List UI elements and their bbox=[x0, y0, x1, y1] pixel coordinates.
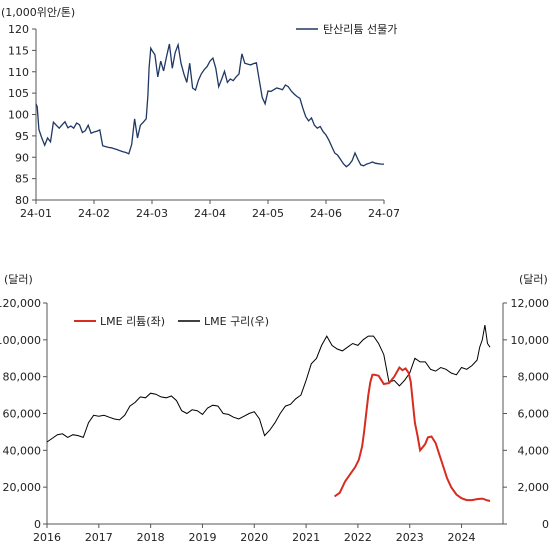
series-line-lithium-futures bbox=[35, 42, 384, 168]
x-tick-label: 24-01 bbox=[20, 207, 52, 220]
right-tick-label: 4,000 bbox=[518, 444, 550, 457]
x-tick-label: 2021 bbox=[292, 531, 320, 544]
series-line-lme-lithium bbox=[334, 365, 491, 502]
left-tick-label: 20,000 bbox=[3, 481, 42, 494]
x-tick-label: 2018 bbox=[137, 531, 165, 544]
legend-label-lithium: LME 리튬(좌) bbox=[100, 315, 165, 328]
y-tick-label: 90 bbox=[15, 151, 29, 164]
x-tick-label: 24-04 bbox=[194, 207, 226, 220]
y-tick-label: 105 bbox=[8, 87, 29, 100]
series-line-lme-copper bbox=[46, 325, 491, 443]
left-unit-label: (달러) bbox=[4, 273, 33, 286]
left-tick-label: 100,000 bbox=[0, 334, 41, 347]
y-tick-label: 100 bbox=[8, 109, 29, 122]
right-tick-label: 2,000 bbox=[518, 481, 550, 494]
left-tick-label: 80,000 bbox=[3, 371, 42, 384]
x-tick-label: 24-06 bbox=[310, 207, 342, 220]
x-tick-label: 2024 bbox=[448, 531, 476, 544]
left-tick-label: 40,000 bbox=[3, 444, 42, 457]
y-tick-label: 110 bbox=[8, 66, 29, 79]
lithium-carbonate-futures-chart: (1,000위안/톤) 80 85 90 95 100 105 110 115 120 24-01 2… bbox=[1, 6, 400, 220]
x-tick-label: 24-03 bbox=[136, 207, 168, 220]
left-tick-label: 120,000 bbox=[0, 297, 41, 310]
x-tick-label: 24-07 bbox=[368, 207, 400, 220]
right-tick-label: 0 bbox=[542, 518, 549, 531]
y-tick-label: 115 bbox=[8, 44, 29, 57]
x-tick-label: 2023 bbox=[396, 531, 424, 544]
x-tick-label: 2019 bbox=[188, 531, 216, 544]
unit-label: (1,000위안/톤) bbox=[1, 6, 75, 19]
right-tick-label: 10,000 bbox=[511, 334, 550, 347]
x-tick-label: 24-05 bbox=[252, 207, 284, 220]
x-tick-label: 2016 bbox=[33, 531, 61, 544]
legend-label-copper: LME 구리(우) bbox=[204, 315, 269, 328]
y-tick-label: 95 bbox=[15, 130, 29, 143]
x-tick-label: 24-02 bbox=[78, 207, 110, 220]
right-unit-label: (달러) bbox=[519, 273, 548, 286]
right-tick-label: 12,000 bbox=[511, 297, 550, 310]
left-tick-label: 60,000 bbox=[3, 408, 42, 421]
x-tick-label: 2017 bbox=[85, 531, 113, 544]
x-tick-label: 2020 bbox=[240, 531, 268, 544]
y-tick-label: 120 bbox=[8, 23, 29, 36]
y-tick-label: 80 bbox=[15, 194, 29, 207]
right-tick-label: 8,000 bbox=[518, 371, 550, 384]
y-tick-label: 85 bbox=[15, 173, 29, 186]
legend-label: 탄산리튬 선물가 bbox=[323, 23, 397, 36]
x-tick-label: 2022 bbox=[344, 531, 372, 544]
left-tick-label: 0 bbox=[34, 518, 41, 531]
right-tick-label: 6,000 bbox=[518, 408, 550, 421]
